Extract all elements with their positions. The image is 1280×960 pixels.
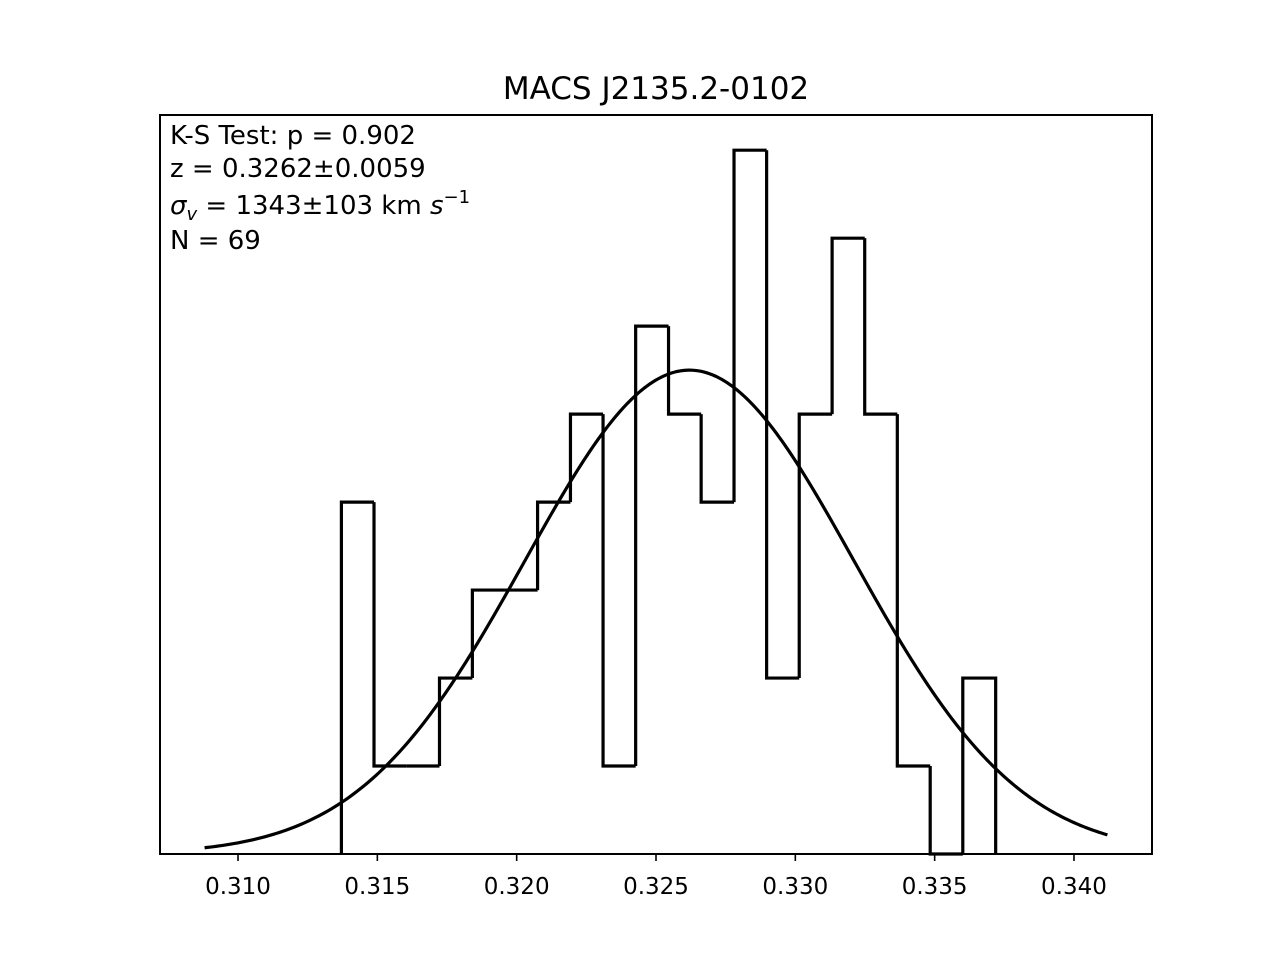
histogram-bin bbox=[699, 414, 735, 504]
plot-marks bbox=[204, 148, 1108, 856]
histogram-bin bbox=[732, 148, 767, 503]
velocity-dispersion-label: σv = 1343±103 km s−1 bbox=[170, 187, 470, 225]
histogram-bin bbox=[535, 500, 571, 591]
histogram-bin bbox=[634, 324, 669, 767]
histogram-bin bbox=[601, 414, 636, 768]
x-tick-label: 0.320 bbox=[484, 874, 550, 900]
sigma-exponent: −1 bbox=[444, 187, 471, 208]
histogram-bin bbox=[961, 676, 998, 854]
sigma-unit: s bbox=[430, 191, 444, 221]
x-axis: 0.310 0.315 0.320 0.325 0.330 0.335 0.340 bbox=[205, 854, 1107, 900]
x-tick-label: 0.315 bbox=[344, 874, 410, 900]
histogram-bin bbox=[666, 326, 702, 416]
histogram-bin bbox=[568, 412, 604, 503]
chart-title: MACS J2135.2-0102 bbox=[503, 71, 809, 107]
annotation-block: K-S Test: p = 0.902 z = 0.3262±0.0059 σv… bbox=[170, 121, 470, 256]
histogram-bin bbox=[765, 150, 800, 680]
sigma-subscript: v bbox=[186, 204, 197, 225]
sigma-value: = 1343±103 km bbox=[197, 191, 430, 221]
histogram-bin bbox=[863, 238, 898, 416]
histogram-bin bbox=[437, 676, 473, 767]
x-tick-label: 0.325 bbox=[623, 874, 689, 900]
ks-test-label: K-S Test: p = 0.902 bbox=[170, 121, 416, 151]
x-tick-label: 0.335 bbox=[902, 874, 968, 900]
histogram-bin bbox=[928, 766, 963, 856]
histogram-bin bbox=[797, 412, 833, 679]
redshift-label: z = 0.3262±0.0059 bbox=[170, 154, 426, 184]
x-tick-label: 0.330 bbox=[762, 874, 828, 900]
plot-frame bbox=[159, 114, 1153, 855]
histogram-bin bbox=[895, 414, 931, 768]
histogram-bin bbox=[339, 500, 375, 854]
x-tick-label: 0.340 bbox=[1041, 874, 1107, 900]
gaussian-fit-curve bbox=[204, 368, 1108, 850]
histogram-bin bbox=[830, 236, 865, 415]
histogram-bin bbox=[372, 502, 407, 768]
count-label: N = 69 bbox=[170, 226, 261, 256]
sigma-symbol: σ bbox=[170, 191, 188, 221]
x-tick-label: 0.310 bbox=[205, 874, 271, 900]
